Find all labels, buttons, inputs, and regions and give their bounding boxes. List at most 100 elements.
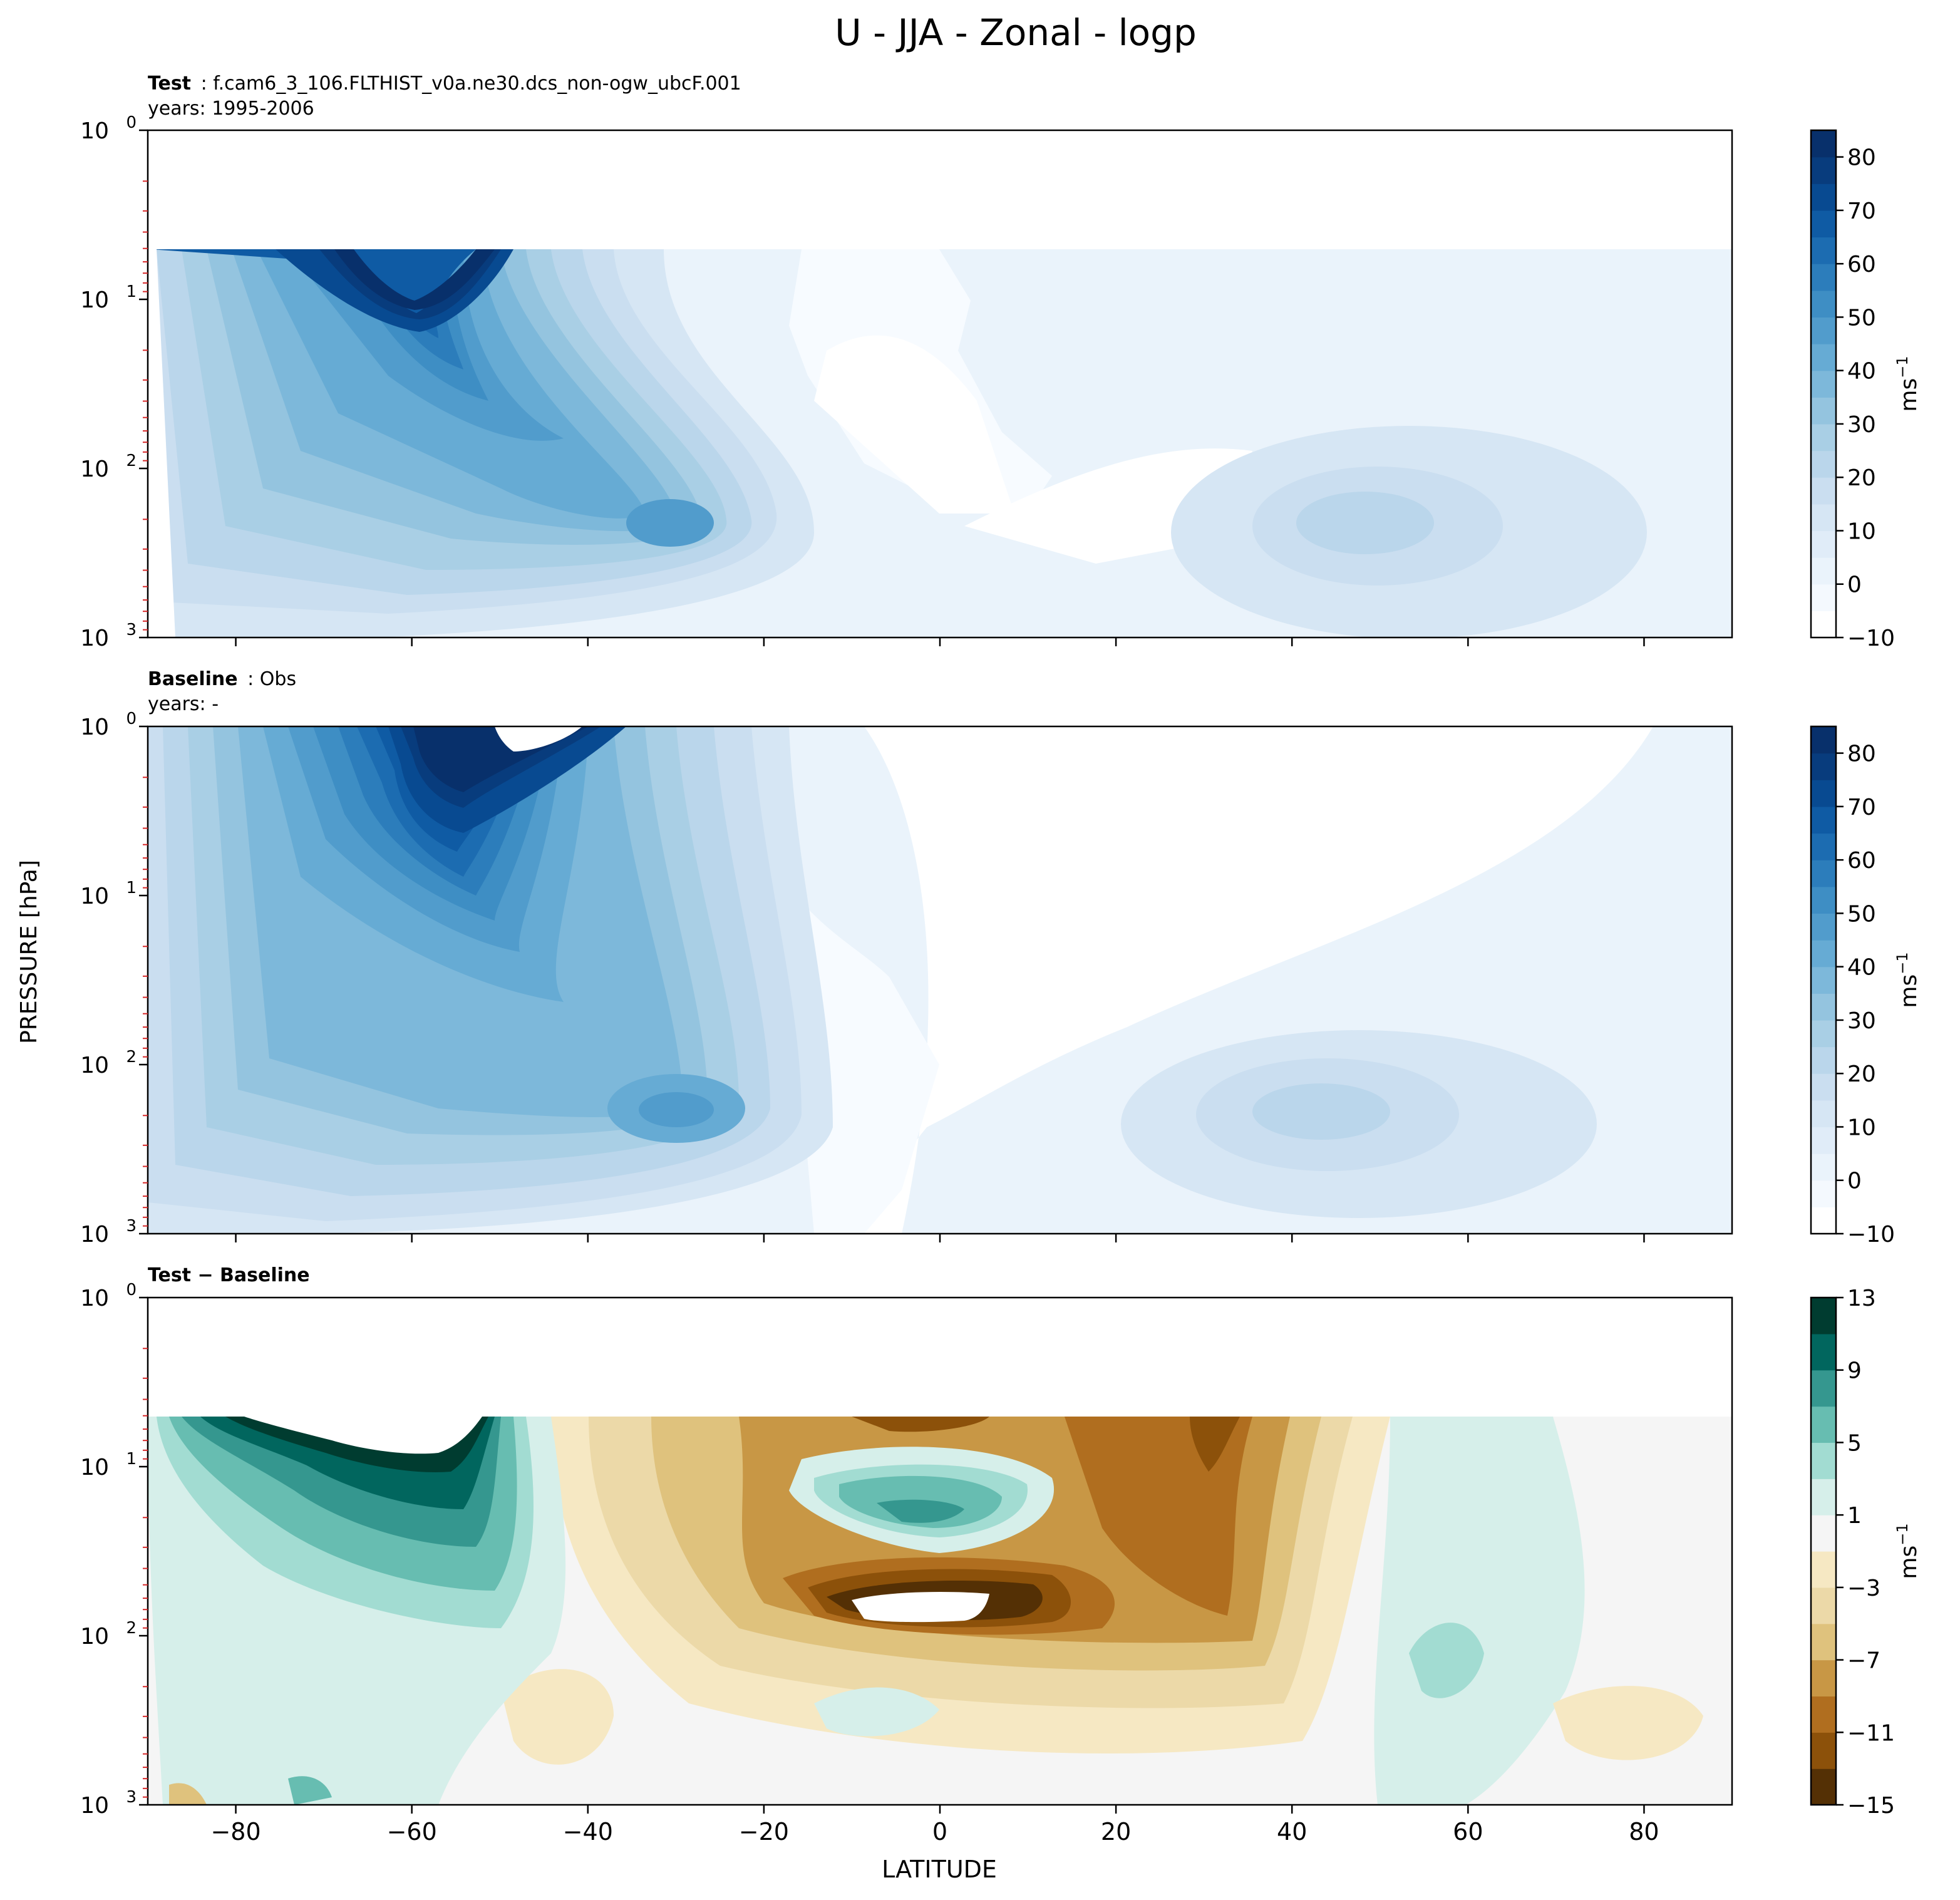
colorbar-swatch-difference: [1811, 1587, 1836, 1624]
colorbar-swatch-difference: [1811, 1479, 1836, 1515]
y-tick-exponent-baseline: 1: [126, 879, 137, 897]
colorbar-swatch-difference: [1811, 1696, 1836, 1733]
x-tick-label: −40: [563, 1818, 613, 1846]
colorbar-tick-label-difference: 9: [1847, 1358, 1862, 1384]
colorbar-swatch-test: [1811, 530, 1836, 558]
y-tick-exponent-baseline: 3: [126, 1217, 137, 1236]
colorbar-swatch-baseline: [1811, 1073, 1836, 1101]
x-tick-label: 60: [1453, 1818, 1483, 1846]
panel-test-label-text: f.cam6_3_106.FLTHIST_v0a.ne30.dcs_non-og…: [213, 73, 741, 95]
y-tick-exponent-baseline: 2: [126, 1048, 137, 1066]
panel-test: Test : f.cam6_3_106.FLTHIST_v0a.ne30.dcs…: [148, 73, 1732, 638]
colorbar-swatch-test: [1811, 290, 1836, 318]
contour-field-test: [148, 130, 1732, 638]
x-tick-label: 0: [932, 1818, 947, 1846]
y-tick-label-difference: 10: [80, 1624, 109, 1650]
colorbar-swatch-test: [1811, 370, 1836, 398]
y-tick-label-baseline: 10: [80, 884, 109, 909]
colorbar-swatch-difference: [1811, 1623, 1836, 1661]
colorbar-tick-label-difference: −3: [1847, 1576, 1880, 1601]
y-tick-label-test: 10: [80, 457, 109, 482]
colorbar-swatch-test: [1811, 397, 1836, 425]
colorbar-swatch-test: [1811, 423, 1836, 452]
y-axis-label: PRESSURE [hPa]: [16, 860, 42, 1044]
axes-layer: 10 0 10 1 10 2 10 3 10 0 10 1 10 2 10 3 10 0 10 1 10 2 10 3 −80 −…: [80, 113, 1733, 1846]
figure-title: U - JJA - Zonal - logp: [835, 11, 1197, 54]
panel-test-label-bold: Test: [148, 73, 191, 95]
colorbar-swatch-difference: [1811, 1406, 1836, 1443]
colorbar-swatch-baseline: [1811, 966, 1836, 994]
colorbar-unit-label-test: ms−1: [1894, 356, 1922, 411]
colorbar-tick-label-baseline: 30: [1847, 1008, 1876, 1034]
colorbar-tick-label-difference: −15: [1847, 1793, 1895, 1819]
y-tick-exponent-test: 2: [126, 452, 137, 470]
colorbar-swatch-test: [1811, 503, 1836, 532]
panel-baseline-header: Baseline : Obs: [148, 668, 296, 690]
colorbar-swatch-baseline: [1811, 1180, 1836, 1207]
colorbar-swatch-baseline: [1811, 1207, 1836, 1234]
x-tick-label: 20: [1101, 1818, 1131, 1846]
colorbar-swatch-baseline: [1811, 886, 1836, 914]
panel-baseline-label-text: Obs: [260, 668, 296, 690]
panel-difference: Test − Baseline: [148, 1264, 1732, 1805]
panel-baseline-years: years: -: [148, 693, 219, 715]
colorbar-tick-label-baseline: 80: [1847, 741, 1876, 767]
colorbar-tick-label-baseline: 40: [1847, 955, 1876, 981]
colorbar-tick-label-test: 60: [1847, 252, 1876, 277]
colorbar-swatch-difference: [1811, 1732, 1836, 1769]
colorbar-tick-label-baseline: 20: [1847, 1061, 1876, 1087]
x-tick-label: 40: [1277, 1818, 1307, 1846]
colorbar-swatch-baseline: [1811, 780, 1836, 807]
panel-baseline-label-sep: :: [242, 668, 260, 690]
colorbar-tick-label-difference: 5: [1847, 1430, 1862, 1456]
y-tick-label-difference: 10: [80, 1793, 109, 1819]
colorbar-swatch-difference: [1811, 1333, 1836, 1371]
colorbar-tick-label-test: 20: [1847, 465, 1876, 491]
colorbar-tick-label-test: 40: [1847, 359, 1876, 385]
panel-test-label-sep: :: [195, 73, 213, 95]
colorbar-tick-label-test: 0: [1847, 572, 1862, 598]
colorbar-unit-label-difference: ms−1: [1894, 1523, 1922, 1579]
y-tick-exponent-difference: 0: [126, 1281, 137, 1299]
x-tick-label: 80: [1629, 1818, 1659, 1846]
x-tick-label: −80: [210, 1818, 260, 1846]
colorbar-swatch-difference: [1811, 1515, 1836, 1552]
colorbar-tick-label-difference: −7: [1847, 1648, 1880, 1674]
colorbar-frame-test: [1810, 129, 1837, 639]
colorbar-swatch-test: [1811, 557, 1836, 585]
y-tick-exponent-difference: 1: [126, 1450, 137, 1469]
colorbar-swatch-baseline: [1811, 913, 1836, 941]
x-tick-label: −60: [387, 1818, 437, 1846]
y-tick-exponent-baseline: 0: [126, 710, 137, 728]
colorbar-tick-label-baseline: 10: [1847, 1115, 1876, 1140]
y-tick-label-test: 10: [80, 626, 109, 651]
colorbar-tick-label-test: 80: [1847, 145, 1876, 171]
y-tick-exponent-test: 1: [126, 282, 137, 301]
colorbar-swatch-test: [1811, 611, 1836, 638]
panel-baseline: Baseline : Obs years: -: [148, 668, 1732, 1234]
contour-field-difference: [148, 1298, 1732, 1805]
colorbar-swatch-baseline: [1811, 1127, 1836, 1154]
colorbar-swatch-difference: [1811, 1768, 1836, 1805]
y-tick-exponent-test: 0: [126, 113, 137, 132]
y-tick-exponent-test: 3: [126, 621, 137, 639]
colorbar-swatch-difference: [1811, 1660, 1836, 1697]
colorbar-swatch-baseline: [1811, 860, 1836, 887]
y-tick-label-baseline: 10: [80, 715, 109, 740]
colorbar-swatch-test: [1811, 264, 1836, 291]
colorbar-tick-label-test: 70: [1847, 199, 1876, 224]
panel-baseline-label-bold: Baseline: [148, 668, 238, 690]
colorbar-frame-difference: [1810, 1296, 1837, 1806]
colorbar-tick-label-difference: −11: [1847, 1720, 1895, 1746]
colorbar-swatch-baseline: [1811, 753, 1836, 780]
colorbar-swatch-baseline: [1811, 726, 1836, 754]
colorbar-swatch-baseline: [1811, 1046, 1836, 1074]
colorbar-swatch-difference: [1811, 1298, 1836, 1335]
colorbar-tick-label-baseline: −10: [1847, 1222, 1895, 1247]
colorbar-swatch-baseline: [1811, 1154, 1836, 1181]
colorbar-swatch-baseline: [1811, 806, 1836, 834]
colorbar-frame-baseline: [1810, 725, 1837, 1235]
x-axis-label: LATITUDE: [882, 1856, 997, 1883]
colorbar-swatch-baseline: [1811, 940, 1836, 968]
